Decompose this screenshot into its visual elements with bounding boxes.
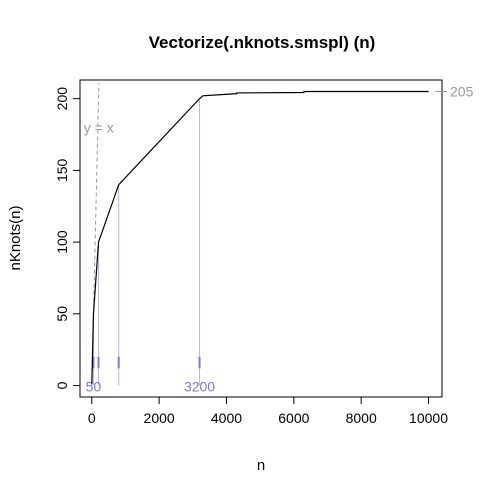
- x-axis: 0 2000 4000 6000 8000 10000: [88, 396, 448, 426]
- vertical-marker-label-3200: 3200: [184, 379, 215, 395]
- series-line-0: [91, 90, 429, 385]
- y-tick-label-100: 100: [54, 230, 70, 254]
- x-tick-label-4000: 4000: [211, 410, 242, 426]
- y-axis-label: nKnots(n): [7, 205, 24, 270]
- y-tick-label-150: 150: [54, 158, 70, 182]
- x-tick-label-6000: 6000: [278, 410, 309, 426]
- x-axis-label: n: [257, 457, 265, 474]
- y-axis: 0 50 100 150 200: [54, 87, 81, 389]
- chart-title: Vectorize(.nknots.smspl) (n): [149, 33, 376, 52]
- x-tick-label-10000: 10000: [409, 410, 448, 426]
- reference-line-label: y = x: [84, 119, 114, 135]
- vertical-marker-label-50: 50: [86, 379, 102, 395]
- x-tick-label-0: 0: [88, 410, 96, 426]
- x-tick-label-8000: 8000: [346, 410, 377, 426]
- y-tick-label-200: 200: [54, 87, 70, 111]
- y-tick-label-0: 0: [54, 381, 70, 389]
- y-tick-label-50: 50: [54, 306, 70, 322]
- end-marker-label: 205: [450, 83, 474, 99]
- plot-area-border: [79, 79, 443, 398]
- plot-layer: y = x 50 3200 205: [84, 82, 474, 395]
- x-tick-label-2000: 2000: [144, 410, 175, 426]
